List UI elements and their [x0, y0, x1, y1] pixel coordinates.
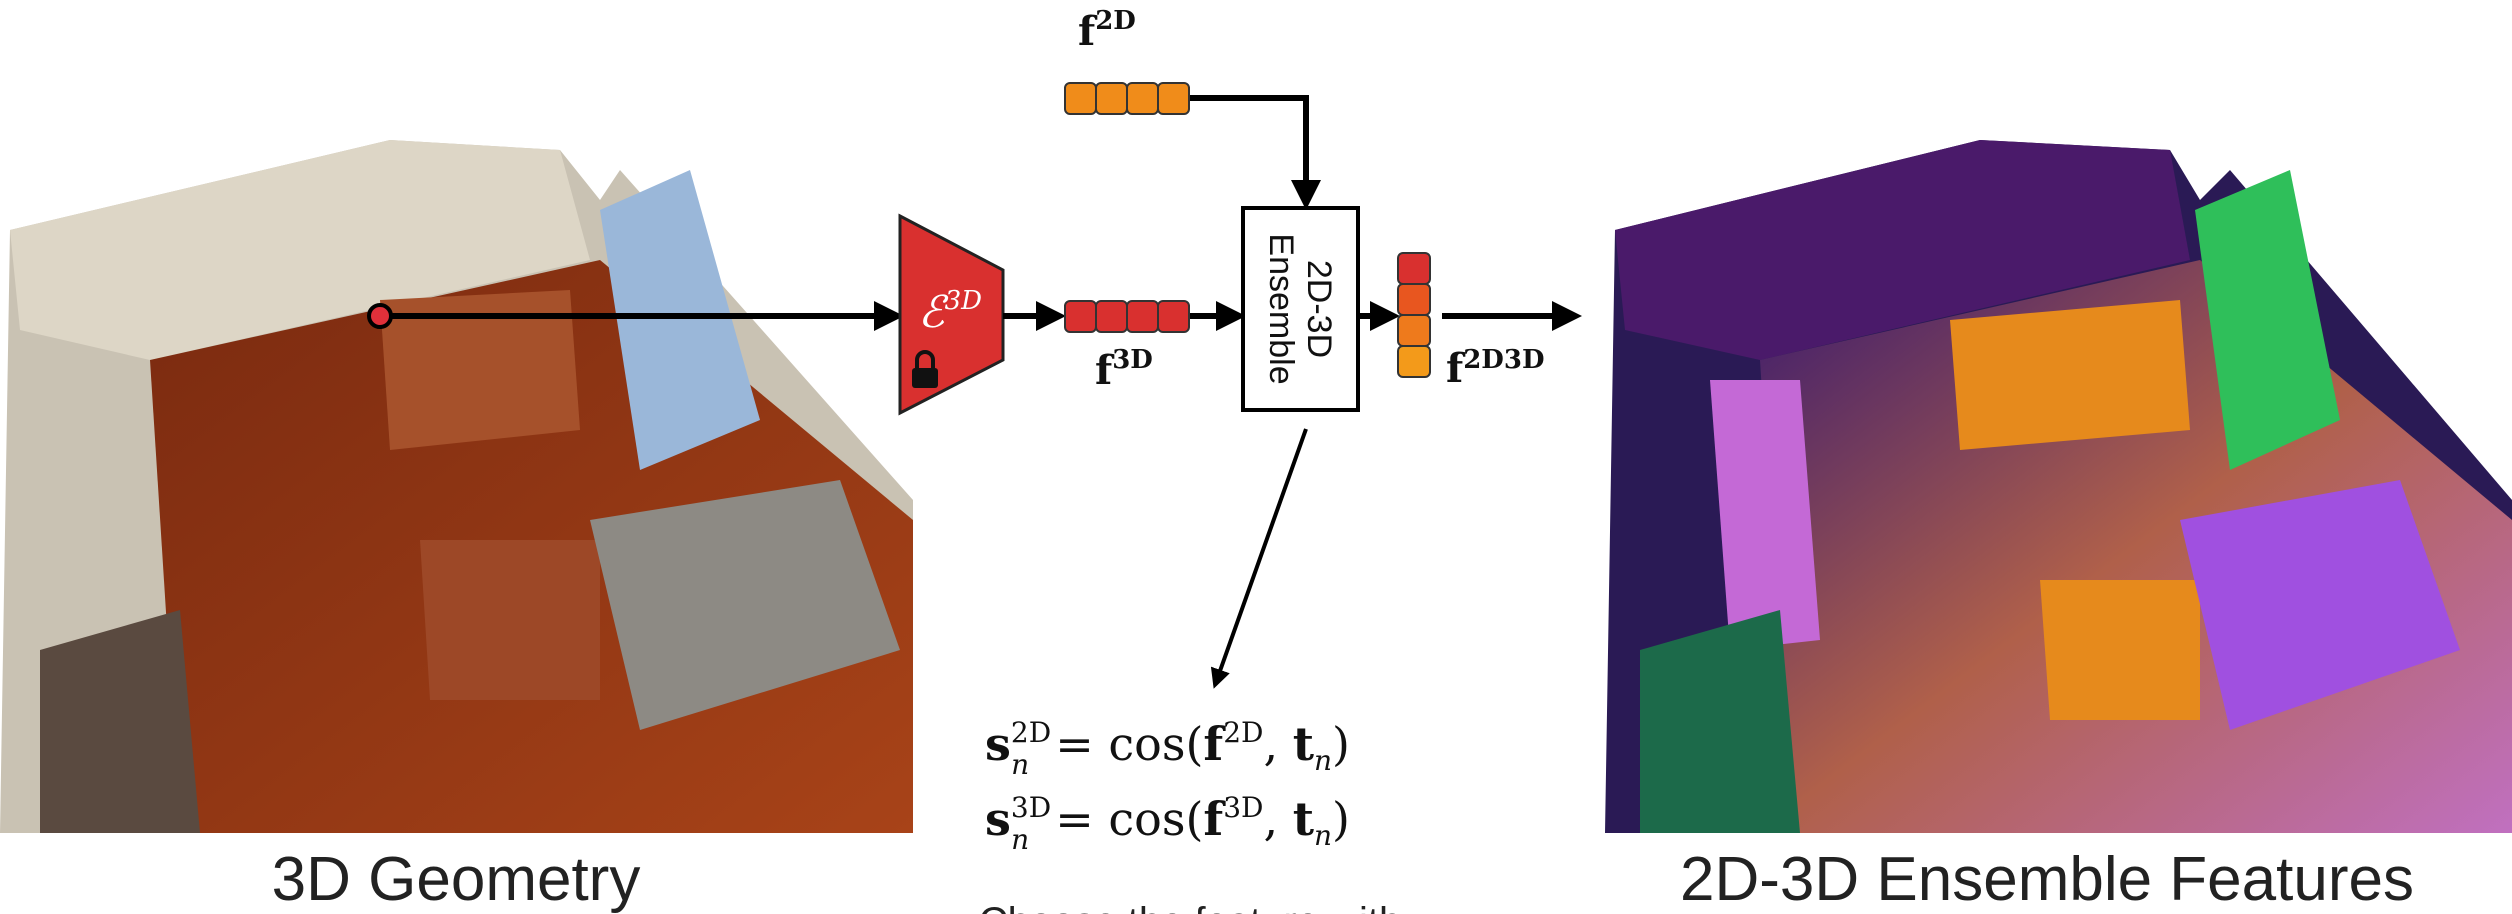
arrow	[1215, 429, 1306, 685]
caption: Choose the feature with	[979, 900, 1401, 914]
feature-2d3d	[1398, 253, 1430, 377]
feature-2d	[1065, 83, 1189, 114]
feature-2d-label: f2D	[1078, 6, 1136, 55]
query-point	[369, 305, 391, 327]
feature-3d-label: f3D	[1095, 345, 1153, 394]
scene-ensemble-features	[1605, 140, 2512, 833]
scene-3d-geometry	[0, 140, 913, 833]
caption: 3D Geometry	[272, 845, 641, 914]
ensemble-label: Ensemble	[1262, 233, 1300, 384]
feature-2d3d-label: f2D3D	[1446, 345, 1545, 392]
ensemble-label: 2D-3D	[1300, 260, 1338, 358]
arrow	[1190, 98, 1306, 204]
diagram: ℰ3D f3D f2D 2D-3D Ensemble f2D3D s2Dn= c…	[0, 0, 2512, 914]
feature-3d	[1065, 301, 1189, 332]
caption: 2D-3D Ensemble Features	[1680, 845, 2414, 914]
